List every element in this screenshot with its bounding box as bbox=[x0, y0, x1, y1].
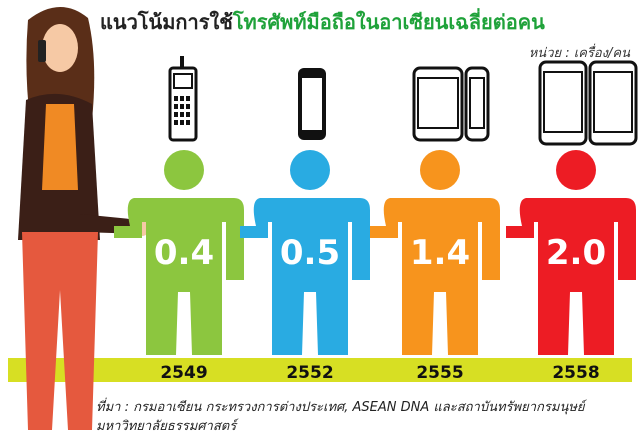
value-label: 0.5 bbox=[280, 233, 340, 273]
two-large-smartphones-icon bbox=[538, 60, 588, 146]
person-head bbox=[420, 150, 460, 190]
person-figure: 1.4 bbox=[370, 150, 500, 355]
value-label: 1.4 bbox=[410, 233, 470, 273]
woman-illustration bbox=[18, 6, 150, 430]
person-body bbox=[114, 198, 244, 355]
unit-label: หน่วย : เครื่อง/คน bbox=[528, 46, 630, 61]
year-label: 2555 bbox=[416, 363, 463, 383]
person-body bbox=[240, 198, 370, 355]
face bbox=[42, 24, 78, 72]
person-figure: 2.0 bbox=[506, 150, 636, 355]
value-label: 0.4 bbox=[154, 233, 214, 273]
title-part-2: โทรศัพท์มือถือในอาเซียนเฉลี่ยต่อคน bbox=[232, 10, 545, 34]
person-figure: 0.5 bbox=[240, 150, 370, 355]
year-label: 2549 bbox=[160, 363, 207, 383]
person-figure: 0.4 bbox=[114, 150, 244, 355]
title-part-1: แนวโน้มการใช้ bbox=[100, 10, 233, 34]
year-label: 2558 bbox=[552, 363, 599, 383]
second-smartphone-icon bbox=[464, 66, 490, 142]
person-body bbox=[506, 198, 636, 355]
person-head bbox=[164, 150, 204, 190]
fourth-smartphone-icon bbox=[588, 60, 638, 146]
value-label: 2.0 bbox=[546, 233, 606, 273]
two-smartphones-icon bbox=[412, 66, 464, 142]
smartphone-icon bbox=[298, 68, 326, 140]
blouse bbox=[42, 104, 78, 190]
feature-phone-icon bbox=[168, 56, 198, 142]
person-head bbox=[556, 150, 596, 190]
chart-title: แนวโน้มการใช้โทรศัพท์มือถือในอาเซียนเฉลี… bbox=[100, 6, 545, 38]
person-body bbox=[370, 198, 500, 355]
year-label: 2552 bbox=[286, 363, 333, 383]
phone-in-hand bbox=[38, 40, 46, 62]
source-note: ที่มา : กรมอาเซียน กระทรวงการต่างประเทศ,… bbox=[96, 400, 585, 434]
baseline-bar bbox=[8, 358, 632, 382]
person-head bbox=[290, 150, 330, 190]
pants bbox=[22, 232, 98, 430]
